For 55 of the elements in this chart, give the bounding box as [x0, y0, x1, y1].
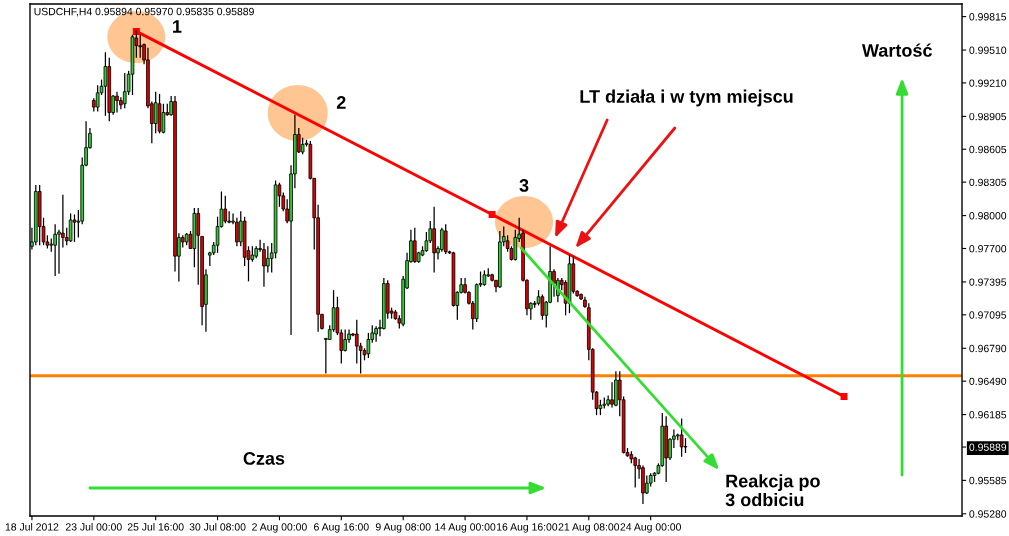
candlestick: [235, 217, 239, 247]
point: [488, 211, 496, 218]
annotation: LT działa i w tym miejscu: [580, 89, 793, 107]
y-tick-label: 0.98605: [969, 145, 1007, 154]
x-tick-label: 21 Aug 08:00: [558, 523, 620, 533]
annotation: 3: [519, 179, 529, 192]
candlestick: [343, 328, 347, 353]
x-tick-label: 16 Aug 16:00: [497, 523, 558, 533]
candlestick: [262, 242, 266, 288]
y-tick-label: 0.95585: [969, 476, 1007, 485]
y-tick-label: 0.99510: [969, 46, 1007, 54]
y-tick-label: 0.96185: [969, 411, 1007, 419]
candlestick: [138, 34, 143, 59]
x-tick-label: 9 Aug 08:00: [375, 523, 431, 533]
candlestick: [366, 332, 371, 359]
annotation: Reakcja po 3 odbiciu: [725, 474, 820, 507]
y-tick-label: 0.96490: [969, 377, 1007, 386]
candlestick: [540, 293, 545, 321]
x-tick-label: 23 Jul 00:00: [65, 522, 122, 531]
candlestick: [424, 231, 429, 253]
annotation: 1: [173, 20, 182, 33]
x-tick-label: 18 Jul 2012: [5, 522, 59, 531]
candlestick: [53, 223, 57, 277]
candlestick: [513, 229, 518, 262]
y-tick-label: 0.97700: [969, 244, 1007, 253]
y-tick-label: 0.95280: [969, 510, 1007, 518]
annotation: Czas: [243, 452, 285, 465]
candlestick: [412, 227, 417, 264]
candlestick: [72, 213, 77, 243]
candlestick: [68, 212, 73, 243]
candlestick: [443, 223, 448, 255]
candlestick: [610, 381, 614, 409]
candlestick: [266, 245, 270, 274]
y-tick-label: 0.97095: [969, 311, 1007, 319]
y-tick-label: 0.96790: [969, 344, 1007, 353]
y-tick-label: 0.98905: [969, 112, 1007, 121]
chart-title: USDCHF,H4 0.95894 0.95970 0.95835 0.95889: [34, 7, 254, 17]
y-tick-label: 0.98305: [969, 178, 1007, 187]
y-tick-label: 0.99210: [969, 79, 1007, 87]
x-tick-label: 6 Aug 16:00: [314, 523, 369, 533]
y-tick-label: 0.98000: [969, 212, 1007, 220]
candlestick: [103, 51, 108, 117]
x-tick-label: 14 Aug 00:00: [435, 523, 496, 533]
y-tick-label: 0.95889: [969, 443, 1007, 451]
candlestick: [115, 91, 119, 114]
annotation: Wartość: [861, 43, 932, 57]
y-tick-label: 0.97395: [969, 278, 1007, 286]
y-tick-label: 0.99815: [969, 13, 1007, 21]
candlestick: [153, 91, 158, 134]
x-tick-label: 30 Jul 08:00: [189, 522, 246, 531]
annotation: 2: [336, 96, 346, 109]
point: [840, 393, 848, 400]
x-tick-label: 24 Aug 00:00: [620, 523, 681, 533]
x-tick-label: 2 Aug 00:00: [252, 523, 307, 533]
x-tick-label: 25 Jul 16:00: [127, 522, 184, 531]
